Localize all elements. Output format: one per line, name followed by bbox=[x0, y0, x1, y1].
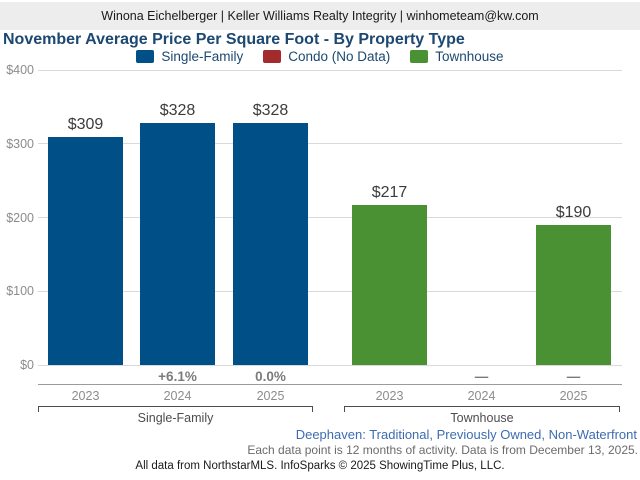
x-axis-year-label: 2023 bbox=[375, 389, 404, 403]
plot-area: $309 $328 $328 $217 $190 bbox=[38, 69, 622, 366]
bar-single-family-2025 bbox=[233, 123, 308, 365]
bar-value-label: $328 bbox=[159, 102, 196, 120]
legend-swatch-icon bbox=[263, 50, 282, 63]
x-axis-year-label: 2025 bbox=[559, 389, 588, 403]
x-axis-year-label: 2024 bbox=[163, 389, 192, 403]
chart-legend: Single-Family Condo (No Data) Townhouse bbox=[0, 49, 640, 64]
x-axis-year-label: 2025 bbox=[256, 389, 285, 403]
x-axis-year-label: 2023 bbox=[71, 389, 100, 403]
y-axis-tick-label: $400 bbox=[6, 63, 34, 77]
y-axis-tick-label: $100 bbox=[6, 284, 34, 299]
bar-value-label: $309 bbox=[67, 116, 104, 134]
y-axis-tick-label: $300 bbox=[6, 136, 34, 151]
group-bracket-townhouse bbox=[344, 406, 620, 412]
pct-change-label: +6.1% bbox=[158, 369, 197, 384]
group-label-single-family: Single-Family bbox=[137, 411, 214, 425]
group-label-townhouse: Townhouse bbox=[450, 411, 514, 425]
group-bracket-single-family bbox=[38, 406, 313, 412]
bar-value-label: $190 bbox=[555, 203, 592, 221]
bar-townhouse-2023 bbox=[352, 204, 427, 365]
contact-header-bar: Winona Eichelberger | Keller Williams Re… bbox=[0, 2, 640, 30]
bar-single-family-2024 bbox=[140, 123, 215, 365]
y-axis-tick-label: $0 bbox=[20, 358, 34, 372]
legend-item-condo[interactable]: Condo (No Data) bbox=[263, 49, 390, 64]
footer-activity-note: Each data point is 12 months of activity… bbox=[247, 443, 638, 457]
legend-label: Single-Family bbox=[161, 49, 244, 64]
footer-filter-criteria: Deephaven: Traditional, Previously Owned… bbox=[295, 427, 637, 442]
legend-swatch-icon bbox=[410, 50, 429, 63]
legend-swatch-icon bbox=[136, 50, 155, 63]
y-axis-tick-label: $200 bbox=[6, 210, 34, 225]
gridline-200 bbox=[38, 217, 622, 218]
legend-item-townhouse[interactable]: Townhouse bbox=[410, 49, 504, 64]
bar-value-label: $328 bbox=[252, 102, 289, 120]
chart-title: November Average Price Per Square Foot -… bbox=[3, 31, 465, 48]
no-data-dash: — bbox=[566, 369, 581, 384]
axis-separator-line bbox=[38, 384, 622, 385]
gridline-300 bbox=[38, 143, 622, 145]
contact-text: Winona Eichelberger | Keller Williams Re… bbox=[101, 9, 539, 23]
pct-change-label: 0.0% bbox=[255, 369, 286, 384]
gridline-400 bbox=[38, 69, 622, 71]
footer-source-attribution: All data from NorthstarMLS. InfoSparks ©… bbox=[135, 460, 505, 472]
gridline-100 bbox=[38, 290, 622, 292]
legend-label: Condo (No Data) bbox=[288, 49, 391, 64]
legend-label: Townhouse bbox=[435, 49, 504, 64]
x-axis-year-label: 2024 bbox=[467, 389, 496, 403]
gridline-0 bbox=[38, 364, 622, 366]
bar-townhouse-2025 bbox=[536, 224, 611, 365]
no-data-dash: — bbox=[474, 369, 489, 384]
bar-single-family-2023 bbox=[48, 137, 123, 365]
legend-item-single-family[interactable]: Single-Family bbox=[136, 49, 243, 64]
bar-value-label: $217 bbox=[371, 183, 408, 201]
